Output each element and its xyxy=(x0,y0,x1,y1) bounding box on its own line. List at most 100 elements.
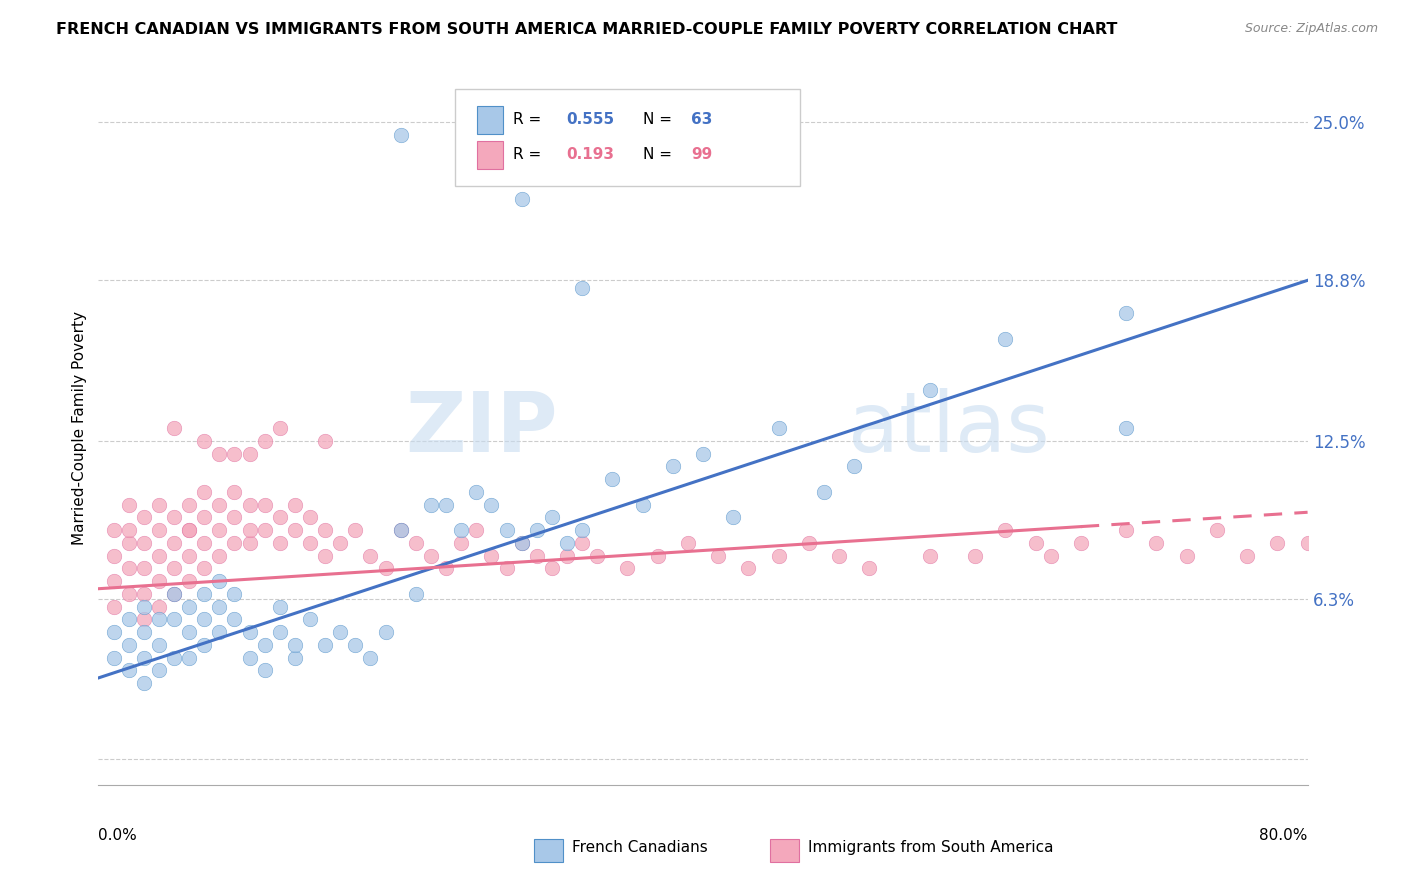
Point xyxy=(132,599,155,614)
Point xyxy=(465,523,488,537)
Point xyxy=(253,523,276,537)
Point xyxy=(299,536,322,550)
Point xyxy=(707,549,730,563)
Point xyxy=(510,536,533,550)
Point xyxy=(193,638,215,652)
Point xyxy=(269,536,291,550)
Point xyxy=(269,421,291,435)
Point xyxy=(179,625,201,640)
Point xyxy=(148,523,170,537)
Point xyxy=(239,625,262,640)
Point xyxy=(269,510,291,524)
Point xyxy=(1175,549,1198,563)
Point xyxy=(224,587,246,601)
Point xyxy=(284,498,307,512)
Point xyxy=(224,447,246,461)
Point xyxy=(239,447,262,461)
Point xyxy=(103,523,125,537)
Point xyxy=(239,536,262,550)
Text: 0.193: 0.193 xyxy=(567,147,614,162)
Point xyxy=(118,536,141,550)
Point xyxy=(360,549,382,563)
Point xyxy=(526,523,548,537)
Point xyxy=(737,561,759,575)
Y-axis label: Married-Couple Family Poverty: Married-Couple Family Poverty xyxy=(72,311,87,545)
Point xyxy=(179,574,201,588)
Point xyxy=(1296,536,1319,550)
Point xyxy=(163,510,186,524)
Point xyxy=(813,484,835,499)
Point xyxy=(179,498,201,512)
Point xyxy=(344,523,367,537)
Point xyxy=(405,536,427,550)
Point xyxy=(163,612,186,626)
Point xyxy=(768,421,790,435)
Point xyxy=(132,650,155,665)
Point xyxy=(314,523,336,537)
Point xyxy=(571,281,593,295)
Point xyxy=(434,498,457,512)
Point xyxy=(118,498,141,512)
Point xyxy=(118,523,141,537)
Point xyxy=(103,574,125,588)
Point xyxy=(163,650,186,665)
Point xyxy=(224,536,246,550)
Point xyxy=(193,612,215,626)
Point xyxy=(253,663,276,677)
Point xyxy=(465,484,488,499)
Point xyxy=(253,498,276,512)
Point xyxy=(269,625,291,640)
FancyBboxPatch shape xyxy=(477,105,503,134)
Point xyxy=(344,638,367,652)
Point xyxy=(103,650,125,665)
Point xyxy=(148,663,170,677)
Point xyxy=(481,498,503,512)
Point xyxy=(132,510,155,524)
Point xyxy=(103,599,125,614)
Point xyxy=(148,599,170,614)
Text: FRENCH CANADIAN VS IMMIGRANTS FROM SOUTH AMERICA MARRIED-COUPLE FAMILY POVERTY C: FRENCH CANADIAN VS IMMIGRANTS FROM SOUTH… xyxy=(56,22,1118,37)
Point xyxy=(179,650,201,665)
Point xyxy=(374,561,396,575)
Point xyxy=(1024,536,1046,550)
Point xyxy=(132,676,155,690)
Point xyxy=(540,561,562,575)
Point xyxy=(148,638,170,652)
Text: R =: R = xyxy=(513,147,547,162)
Point xyxy=(1070,536,1092,550)
FancyBboxPatch shape xyxy=(477,141,503,169)
Point xyxy=(1206,523,1229,537)
Point xyxy=(103,549,125,563)
Point xyxy=(329,625,352,640)
Point xyxy=(132,587,155,601)
Point xyxy=(844,459,866,474)
Point xyxy=(858,561,880,575)
Point xyxy=(631,498,654,512)
Point xyxy=(495,561,517,575)
Point xyxy=(163,561,186,575)
Point xyxy=(1039,549,1062,563)
Point xyxy=(208,599,231,614)
Point xyxy=(284,650,307,665)
Point xyxy=(239,498,262,512)
Point xyxy=(299,612,322,626)
FancyBboxPatch shape xyxy=(534,839,562,862)
Point xyxy=(918,383,941,397)
Point xyxy=(193,484,215,499)
Point xyxy=(193,587,215,601)
Point xyxy=(239,523,262,537)
Point xyxy=(208,523,231,537)
Point xyxy=(374,625,396,640)
Point xyxy=(284,638,307,652)
Point xyxy=(420,549,443,563)
Point xyxy=(224,484,246,499)
Text: atlas: atlas xyxy=(848,388,1050,468)
Text: R =: R = xyxy=(513,112,547,128)
Point xyxy=(450,523,472,537)
Point xyxy=(163,587,186,601)
Point xyxy=(481,549,503,563)
Point xyxy=(118,638,141,652)
Point xyxy=(1144,536,1167,550)
Point xyxy=(179,599,201,614)
Point xyxy=(253,638,276,652)
